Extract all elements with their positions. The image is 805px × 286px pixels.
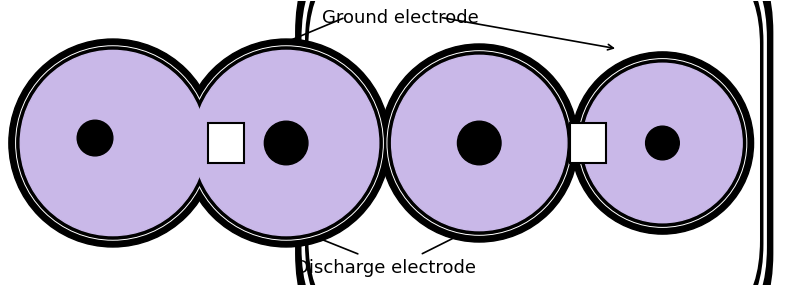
Circle shape [388, 52, 571, 234]
Circle shape [189, 46, 383, 240]
Circle shape [457, 121, 501, 165]
Circle shape [646, 126, 679, 160]
Circle shape [572, 52, 753, 234]
FancyBboxPatch shape [302, 0, 767, 286]
Circle shape [387, 51, 572, 235]
Circle shape [193, 50, 378, 236]
FancyBboxPatch shape [305, 0, 763, 286]
Circle shape [77, 120, 113, 156]
Text: Ground electrode: Ground electrode [322, 9, 478, 27]
Circle shape [380, 44, 578, 242]
Circle shape [583, 63, 742, 223]
Bar [571, 123, 606, 163]
Circle shape [20, 50, 205, 236]
Circle shape [182, 39, 390, 247]
Circle shape [578, 59, 746, 227]
Text: Spacer: Spacer [620, 69, 673, 84]
Circle shape [190, 47, 382, 239]
Circle shape [580, 60, 745, 226]
Text: Spacer: Spacer [257, 79, 310, 94]
FancyBboxPatch shape [308, 0, 760, 286]
FancyBboxPatch shape [295, 0, 774, 286]
Circle shape [264, 121, 308, 165]
Circle shape [17, 47, 209, 239]
Circle shape [16, 46, 210, 240]
Bar [208, 123, 244, 163]
Circle shape [391, 55, 567, 231]
Text: Discharge electrode: Discharge electrode [295, 259, 476, 277]
Circle shape [9, 39, 217, 247]
